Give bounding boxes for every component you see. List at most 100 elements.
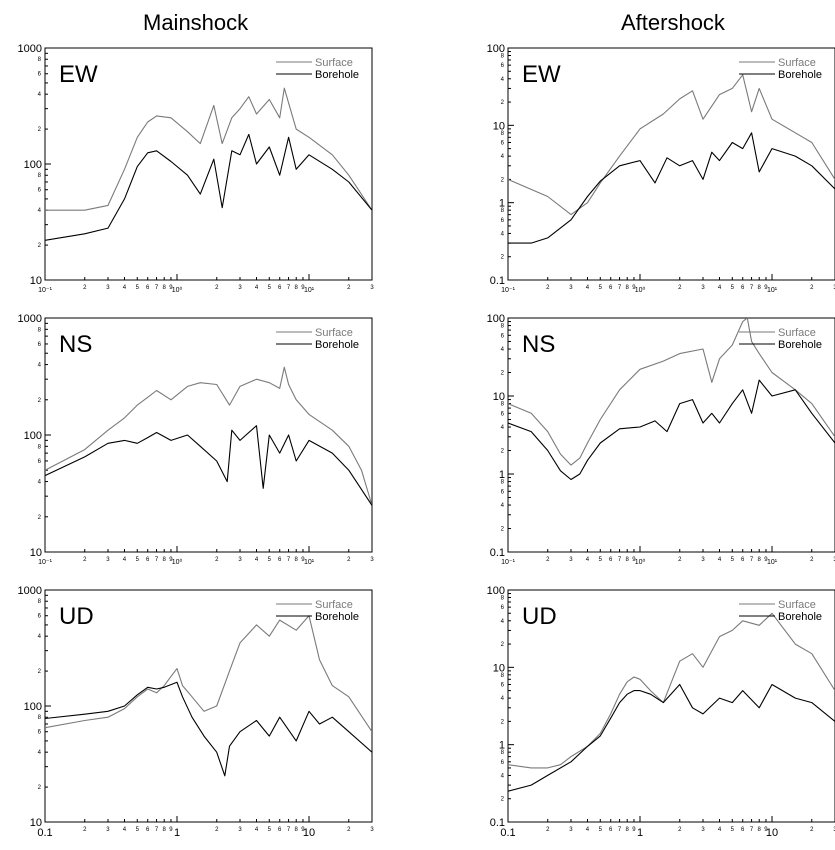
x-minor-tick-label: 5 (599, 557, 603, 563)
series-line-surface (508, 74, 835, 216)
y-minor-tick-label: 6 (38, 188, 42, 194)
plot-frame (507, 317, 835, 553)
y-major-tick-label: 100 (487, 43, 505, 55)
legend-label-borehole: Borehole (315, 69, 359, 81)
legend-label-borehole: Borehole (315, 611, 359, 623)
y-major-tick-label: 10 (30, 547, 42, 559)
y-major-tick-label: 0.1 (490, 275, 505, 287)
x-minor-tick-label: 3 (106, 827, 110, 833)
x-minor-tick-label: 6 (146, 557, 150, 563)
x-major-tick-label: 10⁰ (635, 558, 646, 566)
x-major-tick-label: 10⁰ (172, 558, 183, 566)
y-minor-tick-label: 8 (501, 480, 505, 486)
x-minor-tick-label: 2 (215, 557, 219, 563)
y-minor-tick-label: 6 (501, 63, 505, 69)
y-minor-tick-label: 6 (501, 605, 505, 611)
y-minor-tick-label: 4 (501, 773, 505, 779)
y-major-tick-label: 100 (24, 430, 42, 442)
legend-label-surface: Surface (778, 327, 816, 339)
x-minor-tick-label: 6 (741, 557, 745, 563)
x-minor-tick-label: 9 (301, 557, 305, 563)
legend-label-surface: Surface (315, 57, 353, 69)
y-minor-tick-label: 2 (501, 449, 505, 455)
y-minor-tick-label: 4 (38, 750, 42, 756)
legend-label-surface: Surface (778, 599, 816, 611)
y-major-tick-label: 0.1 (490, 547, 505, 559)
y-minor-tick-label: 8 (38, 599, 42, 605)
x-major-tick-label: 10⁻¹ (501, 559, 515, 566)
x-major-tick-label: 10¹ (767, 559, 778, 566)
x-minor-tick-label: 4 (123, 285, 127, 291)
x-minor-tick-label: 6 (609, 827, 613, 833)
x-minor-tick-label: 7 (287, 827, 291, 833)
column-title-mainshock: Mainshock (143, 10, 249, 35)
x-major-tick-label: 10 (766, 827, 778, 839)
series-line-surface (508, 318, 835, 466)
panel-mainshock-ns: 2 3 4 5 6 7 8 9 2 3 4 5 6 7 8 9 2 310⁻¹ 10⁰ 10¹246824681010… (18, 313, 375, 566)
x-minor-tick-label: 8 (626, 557, 630, 563)
x-minor-tick-label: 9 (169, 557, 173, 563)
y-major-tick-label: 10 (493, 120, 505, 132)
y-minor-tick-label: 4 (38, 634, 42, 640)
y-minor-tick-label: 6 (38, 730, 42, 736)
y-major-tick-label: 10 (493, 662, 505, 674)
y-minor-tick-label: 6 (501, 760, 505, 766)
y-minor-tick-label: 4 (501, 696, 505, 702)
y-major-tick-label: 10 (493, 391, 505, 403)
x-minor-tick-label: 3 (370, 285, 374, 291)
y-minor-tick-label: 2 (501, 177, 505, 183)
x-minor-tick-label: 8 (758, 827, 762, 833)
series-line-borehole (45, 425, 372, 506)
x-minor-tick-label: 2 (678, 827, 682, 833)
x-minor-tick-label: 5 (599, 827, 603, 833)
y-minor-tick-label: 8 (38, 57, 42, 63)
y-minor-tick-label: 8 (501, 324, 505, 330)
component-label: UD (522, 603, 557, 630)
plot-frame (44, 317, 373, 553)
x-minor-tick-label: 2 (810, 557, 814, 563)
x-minor-tick-label: 5 (268, 285, 272, 291)
x-major-tick-label: 1 (637, 827, 643, 839)
x-major-tick-label: 10⁻¹ (501, 287, 515, 294)
x-major-tick-label: 10⁰ (172, 286, 183, 294)
x-minor-tick-label: 4 (255, 285, 259, 291)
x-minor-tick-label: 3 (106, 557, 110, 563)
x-minor-tick-label: 8 (163, 285, 167, 291)
y-major-tick-label: 100 (487, 313, 505, 325)
component-label: EW (522, 61, 561, 88)
x-minor-tick-label: 6 (278, 557, 282, 563)
x-minor-tick-label: 9 (764, 827, 768, 833)
y-minor-tick-label: 6 (38, 614, 42, 620)
x-minor-tick-label: 2 (347, 557, 351, 563)
x-minor-tick-label: 6 (278, 827, 282, 833)
x-minor-tick-label: 3 (106, 285, 110, 291)
x-minor-tick-label: 3 (833, 285, 835, 291)
y-minor-tick-label: 6 (501, 218, 505, 224)
series-line-borehole (508, 132, 835, 244)
x-minor-tick-label: 8 (758, 557, 762, 563)
x-minor-tick-label: 9 (632, 285, 636, 291)
x-minor-tick-label: 3 (370, 557, 374, 563)
y-minor-tick-label: 2 (38, 669, 42, 675)
x-minor-tick-label: 8 (626, 285, 630, 291)
x-minor-tick-label: 5 (136, 285, 140, 291)
y-minor-tick-label: 2 (501, 797, 505, 803)
y-major-tick-label: 100 (24, 159, 42, 171)
x-minor-tick-label: 7 (750, 827, 754, 833)
x-minor-tick-label: 8 (295, 827, 299, 833)
series-line-surface (45, 615, 372, 733)
y-minor-tick-label: 2 (501, 100, 505, 106)
x-minor-tick-label: 4 (255, 557, 259, 563)
x-minor-tick-label: 3 (238, 557, 242, 563)
y-minor-tick-label: 8 (501, 402, 505, 408)
y-minor-tick-label: 6 (501, 140, 505, 146)
x-minor-tick-label: 3 (569, 827, 573, 833)
legend-label-surface: Surface (315, 327, 353, 339)
x-minor-tick-label: 2 (347, 285, 351, 291)
x-minor-tick-label: 3 (701, 827, 705, 833)
x-minor-tick-label: 9 (301, 827, 305, 833)
y-minor-tick-label: 4 (501, 619, 505, 625)
y-minor-tick-label: 6 (38, 459, 42, 465)
x-minor-tick-label: 5 (731, 827, 735, 833)
